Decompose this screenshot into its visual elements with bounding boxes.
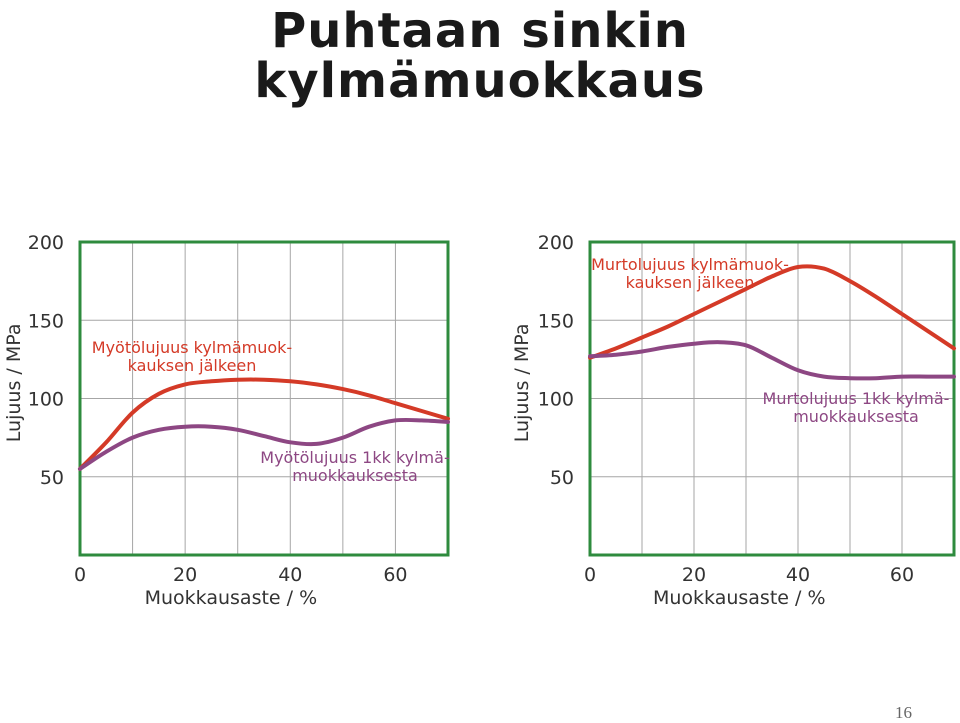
y-tick-label: 100: [538, 389, 574, 411]
series-label-1: Myötölujuus kylmämuok-kauksen jälkeen: [92, 338, 292, 375]
series-line-1: [78, 377, 450, 471]
plot-frame: [78, 240, 450, 557]
x-tick-label: 0: [584, 564, 596, 586]
series-label-line: Murtolujuus 1kk kylmä-: [763, 389, 950, 408]
series-label-line: kauksen jälkeen: [626, 273, 755, 292]
slide-title-line-2: kylmämuokkaus: [254, 53, 706, 109]
series-line-2: [588, 340, 956, 381]
plot-frame: [588, 240, 956, 557]
series-line-2: [78, 417, 450, 471]
series-label-1: Murtolujuus kylmämuok-kauksen jälkeen: [591, 255, 789, 292]
y-tick-label: 50: [550, 467, 574, 489]
series-label-line: muokkauksesta: [292, 466, 418, 485]
series-label-line: kauksen jälkeen: [128, 356, 257, 375]
y-axis-label: Lujuus / MPa: [3, 324, 25, 443]
series-label-2: Murtolujuus 1kk kylmä-muokkauksesta: [763, 389, 950, 426]
x-tick-label: 40: [278, 564, 302, 586]
y-tick-label: 200: [28, 232, 64, 254]
page-number: 16: [895, 703, 912, 722]
series-label-line: Murtolujuus kylmämuok-: [591, 255, 789, 274]
y-tick-label: 150: [28, 310, 64, 332]
chart-2: 50 100 150 200 0 20 40 60 Muokkausaste / % Lujuus…: [511, 232, 956, 609]
y-tick-label: 50: [40, 467, 64, 489]
series-label-line: Myötölujuus 1kk kylmä-: [260, 448, 449, 467]
x-tick-label: 60: [890, 564, 914, 586]
x-tick-label: 60: [383, 564, 407, 586]
y-tick-label: 200: [538, 232, 574, 254]
series-label-line: muokkauksesta: [793, 407, 919, 426]
series-label-line: Myötölujuus kylmämuok-: [92, 338, 292, 357]
x-axis-label: Muokkausaste / %: [145, 587, 318, 609]
y-axis-label: Lujuus / MPa: [511, 324, 533, 443]
x-axis-label: Muokkausaste / %: [653, 587, 826, 609]
series-label-2: Myötölujuus 1kk kylmä-muokkauksesta: [260, 448, 449, 485]
chart-1: 50 100 150 200 0 20 40 60 Muokkausaste / % Lujuus…: [3, 232, 450, 609]
x-tick-label: 0: [74, 564, 86, 586]
slide-title: Puhtaan sinkin kylmämuokkaus: [0, 0, 960, 106]
series-line-1: [588, 264, 956, 360]
slide-title-line-1: Puhtaan sinkin: [271, 3, 689, 59]
x-tick-label: 40: [786, 564, 810, 586]
y-tick-label: 150: [538, 310, 574, 332]
y-tick-label: 100: [28, 389, 64, 411]
x-tick-label: 20: [682, 564, 706, 586]
x-tick-label: 20: [173, 564, 197, 586]
